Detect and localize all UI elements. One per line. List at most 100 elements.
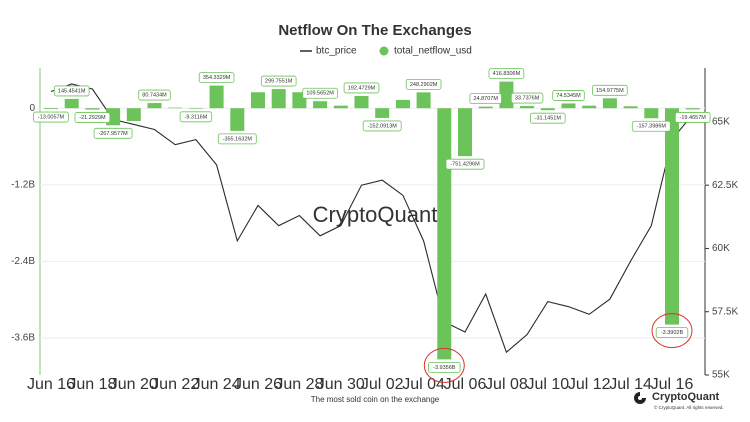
bar <box>623 106 638 109</box>
x-tick-label: Jul 10 <box>526 376 569 393</box>
bar <box>395 99 410 109</box>
value-label-box <box>488 68 525 80</box>
value-label-box <box>592 84 628 96</box>
highlight-circle <box>423 347 465 383</box>
y-tick-label: 0 <box>29 103 35 114</box>
bar <box>126 108 141 121</box>
watermark: CryptoQuant <box>313 202 438 227</box>
value-label: 33.7376M <box>515 96 540 102</box>
value-label: -19.4657M <box>680 115 707 121</box>
x-tick-label: Jul 04 <box>402 376 445 393</box>
value-label: -31.1451M <box>535 116 562 122</box>
value-label: -13.0057M <box>38 114 65 120</box>
y2-tick-label: 65K <box>712 117 730 128</box>
x-tick-label: Jun 28 <box>275 376 323 393</box>
value-label: -9.3116M <box>184 114 207 120</box>
value-label-box <box>74 112 111 123</box>
bar <box>561 103 576 109</box>
x-tick-label: Jun 22 <box>151 376 199 393</box>
bar <box>685 108 700 110</box>
value-label-box <box>655 327 689 338</box>
y2-tick-label: 60K <box>712 243 730 254</box>
value-label: -751.4296M <box>450 162 480 168</box>
value-label-box <box>445 158 485 170</box>
price-line <box>50 83 694 354</box>
brand: CryptoQuant <box>652 391 720 403</box>
value-label-box <box>93 127 133 139</box>
value-label-box <box>405 78 442 90</box>
bar <box>333 105 348 109</box>
value-label-box <box>362 120 402 132</box>
x-tick-label: Jul 06 <box>444 376 487 393</box>
y2-tick-label: 62.5K <box>712 180 738 191</box>
value-label: -355.1632M <box>223 136 253 142</box>
value-label-box <box>179 111 213 123</box>
value-label-box <box>510 92 544 104</box>
bar <box>540 108 555 111</box>
value-label: 192.4729M <box>348 85 376 91</box>
x-tick-label: Jun 26 <box>234 376 282 393</box>
bar <box>437 108 452 360</box>
bar <box>499 81 514 109</box>
bar <box>375 108 390 118</box>
bar <box>209 85 224 109</box>
x-tick-label: Jun 24 <box>193 376 241 393</box>
legend-label: btc_price <box>316 46 357 57</box>
legend-label: total_netflow_usd <box>394 46 472 57</box>
bar <box>644 108 659 119</box>
y-tick-label: -2.4B <box>11 256 35 267</box>
bar <box>251 92 265 109</box>
value-label: 154.9775M <box>596 88 624 94</box>
bar <box>230 108 245 131</box>
bar <box>85 108 100 110</box>
value-label-box <box>217 133 257 145</box>
bar <box>188 108 203 109</box>
value-label: 80.7434M <box>142 93 167 99</box>
value-label: 248.2902M <box>410 82 438 88</box>
bar <box>44 108 58 110</box>
value-label-box <box>674 112 711 123</box>
value-label: -152.0913M <box>368 123 398 129</box>
footnote: The most sold coin on the exchange <box>311 395 440 404</box>
value-label-box <box>53 85 90 97</box>
bar <box>168 107 183 109</box>
x-tick-label: Jun 30 <box>317 376 365 393</box>
value-label: 109.5652M <box>306 91 334 97</box>
value-label-box <box>530 112 566 124</box>
x-tick-label: Jul 16 <box>651 376 694 393</box>
value-label: 74.5345M <box>556 93 581 99</box>
value-label: -267.9577M <box>98 131 128 137</box>
value-label-box <box>260 75 297 87</box>
x-tick-label: Jun 20 <box>110 376 158 393</box>
bar <box>64 98 79 109</box>
value-label: 145.4541M <box>58 88 86 94</box>
bar <box>416 92 431 109</box>
x-tick-label: Jun 16 <box>27 376 75 393</box>
x-tick-label: Jul 14 <box>609 376 652 393</box>
value-label-box <box>343 82 380 94</box>
value-label: -21.2929M <box>79 115 106 121</box>
value-label-box <box>552 90 585 101</box>
y2-tick-label: 57.5K <box>712 306 738 317</box>
bar <box>271 89 286 109</box>
highlight-circle <box>651 313 693 349</box>
value-label-box <box>428 362 461 373</box>
x-tick-label: Jul 08 <box>485 376 528 393</box>
bar <box>582 105 597 109</box>
value-label-box <box>198 72 235 83</box>
y-tick-label: -3.6B <box>11 333 35 344</box>
value-label-box <box>631 120 671 132</box>
value-label-box <box>302 87 338 99</box>
x-tick-label: Jul 12 <box>568 376 611 393</box>
bar <box>478 106 493 109</box>
y2-tick-label: 55K <box>712 370 730 381</box>
bar <box>147 103 162 109</box>
bar <box>458 108 472 157</box>
value-label: 354.3329M <box>203 75 231 81</box>
bar <box>313 101 328 109</box>
legend-dot <box>379 46 389 56</box>
brand-logo <box>634 392 646 404</box>
value-label-box <box>33 111 69 123</box>
value-label-box <box>138 89 171 101</box>
